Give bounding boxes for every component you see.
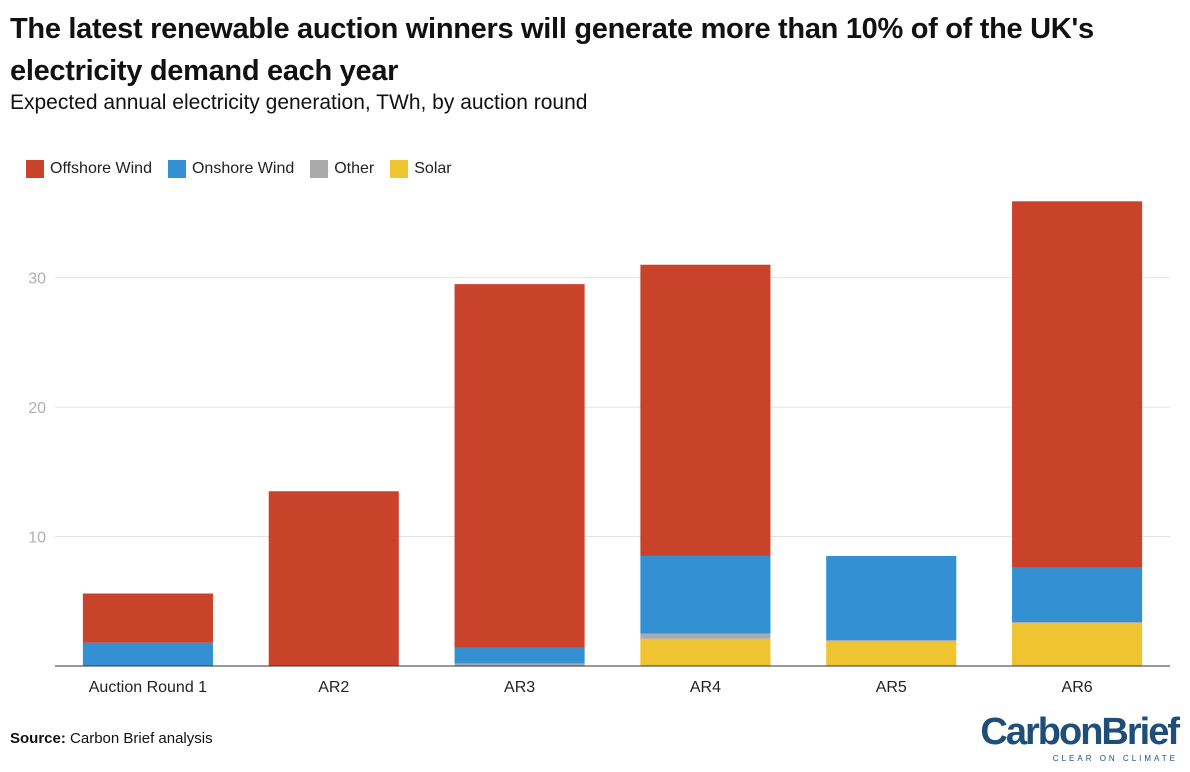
bar-segment [454,663,585,666]
legend-swatch [26,160,44,178]
bar-segment [640,638,771,666]
bar-segment [268,491,399,666]
x-tick-label: Auction Round 1 [89,679,207,696]
x-tick-label: AR5 [876,679,907,696]
y-tick-label: 20 [28,400,46,417]
carbon-brief-logo: CarbonBrief CLEAR ON CLIMATE [980,711,1180,764]
bar-segment [454,647,585,664]
bar-segment [640,555,771,634]
legend-item: Other [310,160,374,178]
bar-segment [454,284,585,648]
bar-segment [1012,567,1143,622]
legend-label: Other [334,160,375,177]
bar-segment [82,642,213,666]
bar-segment [826,641,957,666]
x-tick-label: AR4 [690,679,721,696]
legend-item: Solar [390,160,452,178]
legend-item: Offshore Wind [26,160,152,178]
legend-swatch [390,160,409,178]
chart-subtitle: Expected annual electricity generation, … [10,91,588,114]
source-note: Source: Carbon Brief analysis [10,730,213,747]
chart-legend: Offshore Wind Onshore Wind Other Solar [26,160,468,178]
bar-segment [82,593,213,643]
bar-segment [640,633,771,639]
bar-segment [1012,621,1143,624]
legend-label: Onshore Wind [191,160,295,177]
legend-label: Offshore Wind [50,160,152,177]
source-text: Carbon Brief analysis [70,730,213,747]
legend-label: Solar [414,160,452,177]
y-tick-label: 30 [28,271,46,288]
y-tick-label: 10 [28,530,46,547]
bar-segment [640,264,771,556]
bar-segment [826,640,957,642]
legend-swatch [167,160,186,178]
legend-item: Onshore Wind [167,160,295,178]
source-label: Source: [10,730,66,747]
x-tick-label: AR3 [504,679,535,696]
logo-wordmark: CarbonBrief [980,711,1180,753]
bar-segment [1012,201,1143,568]
logo-tagline: CLEAR ON CLIMATE [1052,754,1178,763]
legend-swatch [310,160,329,178]
bar-segment [826,555,957,641]
bar-segment [1012,623,1143,666]
x-tick-label: AR2 [318,679,349,696]
chart-title: The latest renewable auction winners wil… [10,13,1094,87]
x-tick-label: AR6 [1062,679,1093,696]
